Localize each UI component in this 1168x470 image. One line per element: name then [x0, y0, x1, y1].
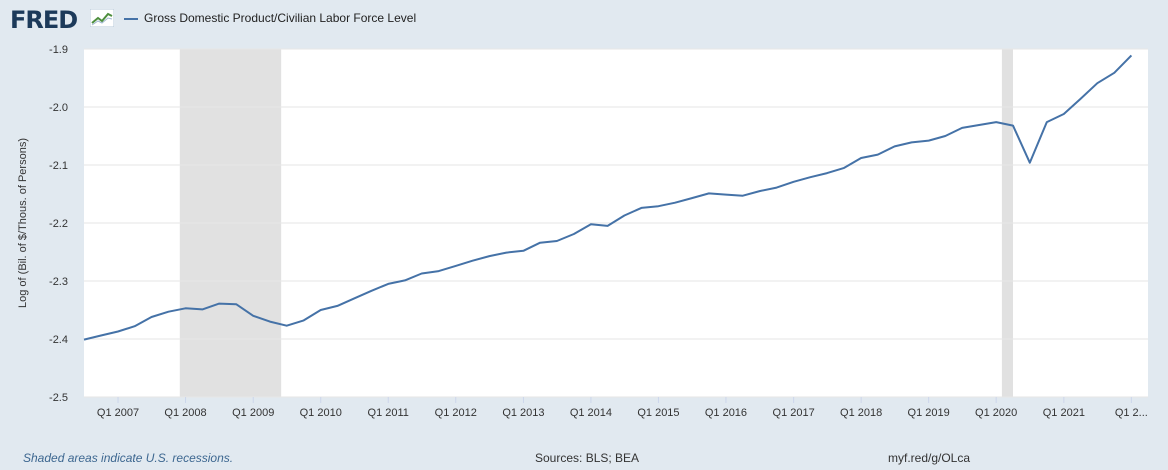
fred-chart-icon — [90, 9, 114, 27]
y-axis-label: Log of (Bil. of $/Thous. of Persons) — [17, 138, 29, 308]
chart-header: FRED Gross Domestic Product/Civilian Lab… — [0, 0, 1168, 40]
fred-logo[interactable]: FRED — [10, 6, 78, 34]
x-tick-label: Q1 2018 — [840, 407, 882, 419]
y-axis-ticks: -1.9 -2.0 -2.1 -2.2 -2.3 -2.4 -2.5 — [49, 44, 68, 404]
short-link[interactable]: myf.red/g/OLca — [888, 451, 971, 465]
chart: -1.9-2.0-2.1-2.2-2.3-2.4-2.5 Q1 2007 Q1 2… — [17, 44, 1148, 419]
series-line-1[interactable] — [83, 54, 1133, 341]
x-tick-label: Q1 2017 — [773, 407, 815, 419]
recession-note: Shaded areas indicate U.S. recessions. — [23, 451, 234, 465]
x-tick-label: Q1 2013 — [502, 407, 544, 419]
gridlines — [84, 48, 1148, 398]
x-tick-label: Q1 2007 — [97, 407, 139, 419]
x-tick-label: Q1 2012 — [435, 407, 477, 419]
y-tick-label: -2.0 — [49, 102, 68, 114]
x-tick-label: Q1 2020 — [975, 407, 1017, 419]
legend-label: Gross Domestic Product/Civilian Labor Fo… — [144, 11, 417, 25]
sources: Sources: BLS; BEA — [535, 451, 640, 465]
x-axis-ticks: Q1 2007 Q1 2008 Q1 2009 Q1 2010 Q1 2011 Q1 20… — [97, 397, 1148, 419]
legend[interactable]: Gross Domestic Product/Civilian Labor Fo… — [124, 11, 416, 25]
x-tick-label: Q1 2008 — [164, 407, 206, 419]
series-lines — [83, 54, 1133, 341]
y-tick-label: -2.1 — [49, 160, 68, 172]
x-tick-label: Q1 2016 — [705, 407, 747, 419]
y-tick-label: -1.9 — [49, 44, 68, 56]
x-tick-label: Q1 2010 — [300, 407, 342, 419]
x-tick-label: Q1 2015 — [637, 407, 679, 419]
y-tick-label: -2.5 — [49, 392, 68, 404]
x-tick-label: Q1 2019 — [908, 407, 950, 419]
y-tick-label: -2.4 — [49, 334, 68, 346]
y-tick-label: -2.3 — [49, 276, 68, 288]
legend-swatch — [124, 17, 138, 20]
x-tick-label: Q1 2... — [1115, 407, 1148, 419]
x-tick-label: Q1 2009 — [232, 407, 274, 419]
y-tick-label: -2.2 — [49, 218, 68, 230]
x-tick-label: Q1 2014 — [570, 407, 612, 419]
x-tick-label: Q1 2011 — [368, 407, 409, 419]
x-tick-label: Q1 2021 — [1043, 407, 1085, 419]
